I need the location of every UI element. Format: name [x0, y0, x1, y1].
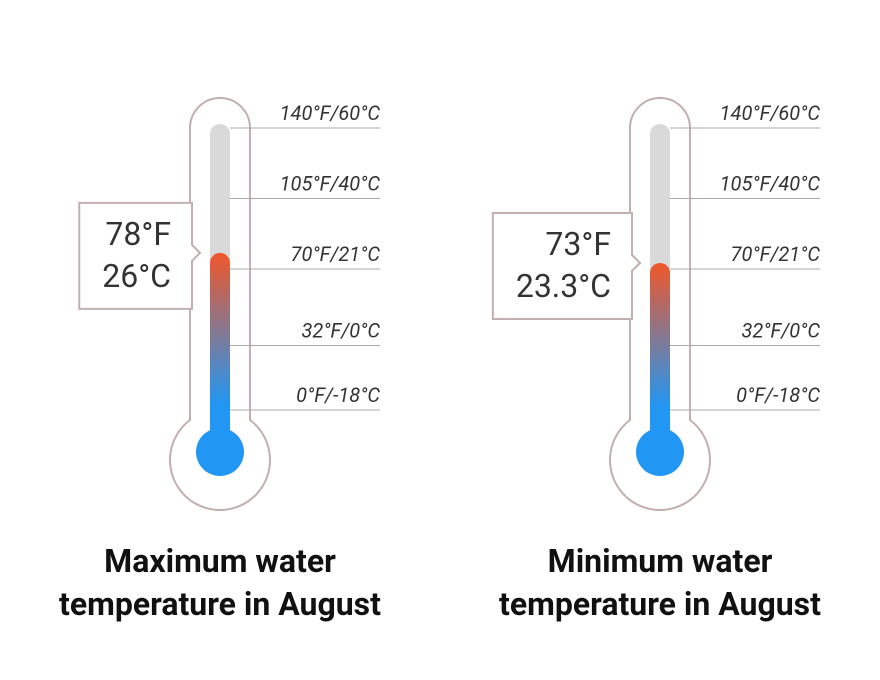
y-tick-label: 105°F/40°C	[280, 172, 381, 196]
y-tick-label: 0°F/-18°C	[736, 383, 820, 407]
chart-title: Minimum water temperature in August	[499, 542, 821, 623]
value-label: 78°F	[105, 215, 171, 253]
y-tick-label: 32°F/0°C	[741, 319, 820, 343]
bulb	[636, 428, 684, 476]
value-label: 26°C	[102, 257, 171, 295]
callout-box	[491, 211, 642, 320]
mercury	[650, 262, 670, 455]
chart: 0°F/-18°C 32°F/0°C 70°F/21°C 105°F/40°C 140°…	[78, 97, 821, 511]
value-label: 73°F	[545, 225, 611, 263]
chart-title: Maximum water temperature in August	[59, 542, 381, 623]
value-label: 23.3°C	[516, 267, 611, 305]
y-tick-label: 140°F/60°C	[720, 101, 821, 125]
y-tick-label: 32°F/0°C	[301, 319, 380, 343]
bulb	[196, 428, 244, 476]
y-tick-label: 140°F/60°C	[280, 101, 381, 125]
y-tick-label: 0°F/-18°C	[296, 383, 380, 407]
mercury	[210, 252, 230, 455]
y-tick-label: 105°F/40°C	[720, 172, 821, 196]
y-tick-label: 70°F/21°C	[291, 242, 381, 266]
y-tick-label: 70°F/21°C	[731, 242, 821, 266]
callout-box	[78, 201, 202, 310]
